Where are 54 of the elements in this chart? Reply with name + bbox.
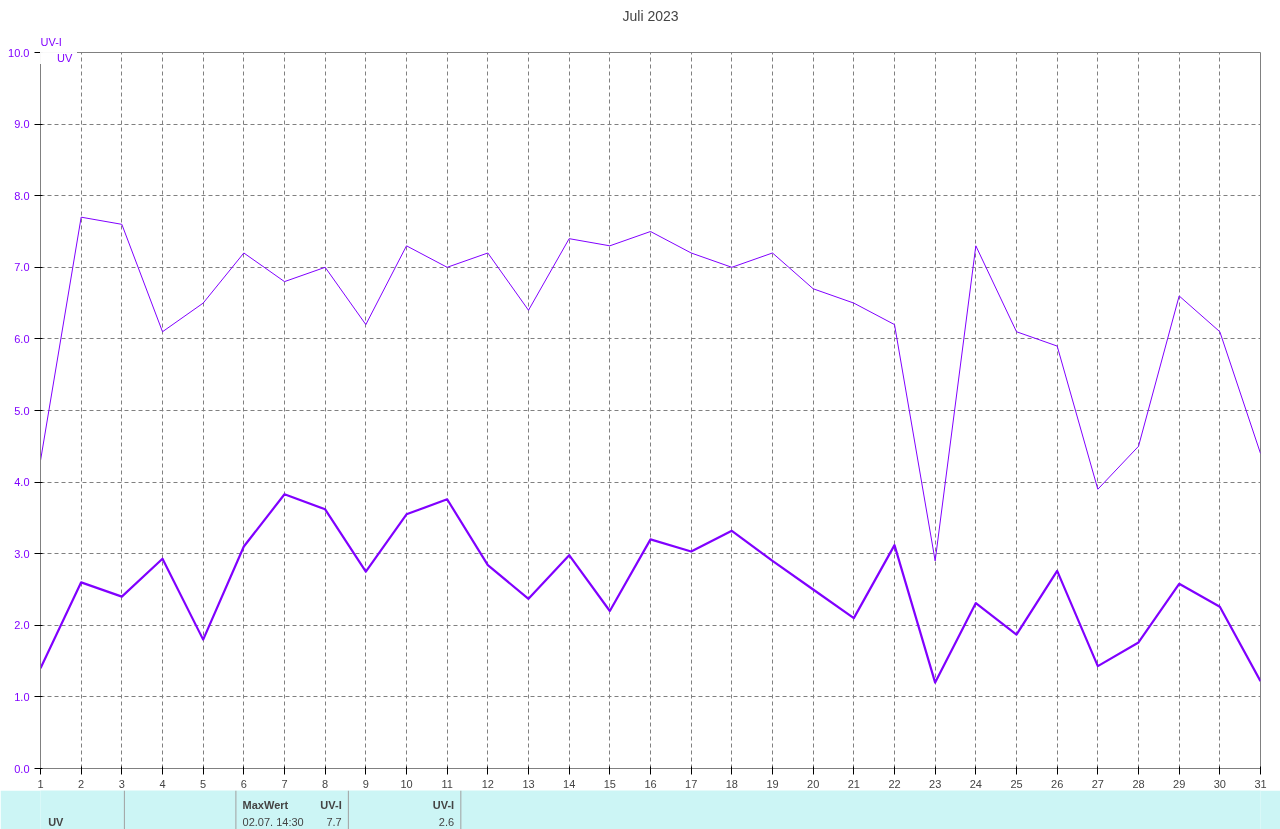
- x-tick-label: 11: [441, 777, 453, 790]
- x-tick-label: 21: [847, 777, 860, 790]
- x-tick-label: 16: [644, 777, 657, 790]
- x-tick-label: 19: [766, 777, 779, 790]
- text: UV: [48, 815, 65, 828]
- x-tick-label: 2: [78, 777, 85, 790]
- x-tick-label: 23: [929, 777, 942, 790]
- y-tick-label: 10.0: [8, 46, 30, 59]
- x-tick-label: 6: [240, 777, 247, 790]
- text: MaxWert: [242, 798, 289, 811]
- text: UV-I: [320, 798, 342, 811]
- y-tick-label: 9.0: [14, 118, 30, 131]
- x-tick-label: 28: [1132, 777, 1145, 790]
- x-tick-label: 1: [37, 777, 44, 790]
- x-tick-label: 9: [362, 777, 369, 790]
- y-tick-label: 2.0: [14, 619, 30, 632]
- y-tick-label: 6.0: [14, 332, 30, 345]
- x-tick-label: 29: [1173, 777, 1186, 790]
- line-series: [40, 493, 1261, 684]
- x-tick-label: 27: [1091, 777, 1104, 790]
- x-tick-label: 5: [200, 777, 207, 790]
- text: 2.6: [438, 815, 455, 828]
- x-tick-label: 15: [603, 777, 616, 790]
- x-tick-label: 12: [481, 777, 494, 790]
- x-tick-label: 26: [1051, 777, 1064, 790]
- x-tick-label: 30: [1213, 777, 1226, 790]
- x-tick-label: 31: [1254, 777, 1267, 790]
- x-tick-label: 22: [888, 777, 901, 790]
- y-axis-title: UV-I: [40, 35, 62, 48]
- x-tick-label: 18: [725, 777, 738, 790]
- x-tick-label: 8: [322, 777, 329, 790]
- x-tick-label: 10: [400, 777, 413, 790]
- text: 02.07. 14:30: [242, 815, 304, 828]
- x-tick-label: 17: [685, 777, 698, 790]
- x-tick-label: 14: [563, 777, 576, 790]
- x-tick-label: 24: [969, 777, 982, 790]
- y-tick-label: 1.0: [14, 690, 30, 703]
- y-tick-label: 3.0: [14, 547, 30, 560]
- chart-title: Juli 2023: [622, 7, 679, 24]
- x-tick-label: 4: [159, 777, 166, 790]
- x-tick-label: 13: [522, 777, 535, 790]
- y-tick-label: 7.0: [14, 261, 30, 274]
- text: UV-I: [432, 798, 455, 811]
- x-tick-label: 7: [281, 777, 288, 790]
- x-tick-label: 25: [1010, 777, 1023, 790]
- x-tick-label: 20: [807, 777, 820, 790]
- line-series: [40, 216, 1261, 562]
- y-tick-label: 8.0: [14, 189, 30, 202]
- y-tick-label: 5.0: [14, 404, 30, 417]
- y-tick-label: 4.0: [14, 476, 30, 489]
- y-tick-label: 0.0: [14, 762, 30, 775]
- text: UV: [57, 52, 74, 64]
- text: 7.7: [326, 815, 342, 828]
- x-tick-label: 3: [118, 777, 125, 790]
